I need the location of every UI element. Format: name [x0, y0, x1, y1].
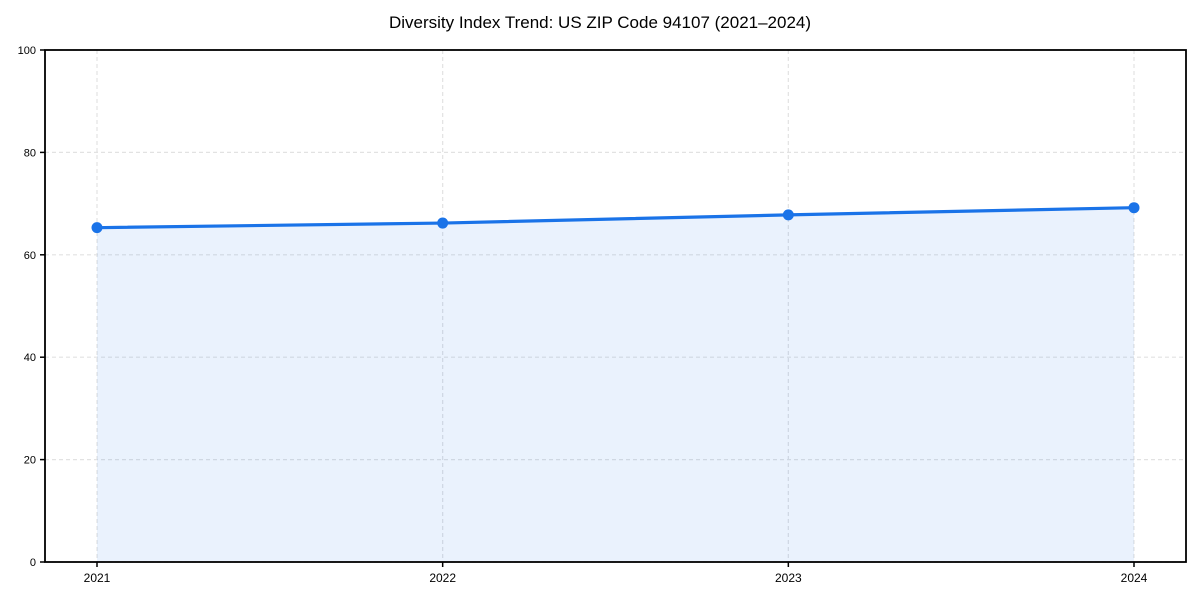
data-line [95, 206, 1136, 230]
data-point [1128, 202, 1140, 214]
area-fill [97, 207, 1134, 563]
data-point [437, 217, 449, 229]
y-tick-label: 80 [24, 147, 36, 159]
chart-title: Diversity Index Trend: US ZIP Code 94107… [388, 13, 812, 32]
data-point [782, 209, 794, 221]
x-tick-label: 2022 [429, 571, 456, 585]
y-tick-label: 60 [24, 250, 36, 262]
plot-border [44, 49, 1187, 563]
data-point [91, 222, 103, 234]
y-tick-label: 100 [18, 45, 36, 57]
y-tick-label: 40 [24, 352, 36, 364]
x-tick-label: 2024 [1121, 571, 1148, 585]
y-tick-label: 0 [30, 557, 36, 569]
plot-background [45, 50, 1186, 562]
x-tick-label: 2023 [775, 571, 802, 585]
x-tick-label: 2021 [84, 571, 111, 585]
y-tick-label: 20 [24, 455, 36, 467]
